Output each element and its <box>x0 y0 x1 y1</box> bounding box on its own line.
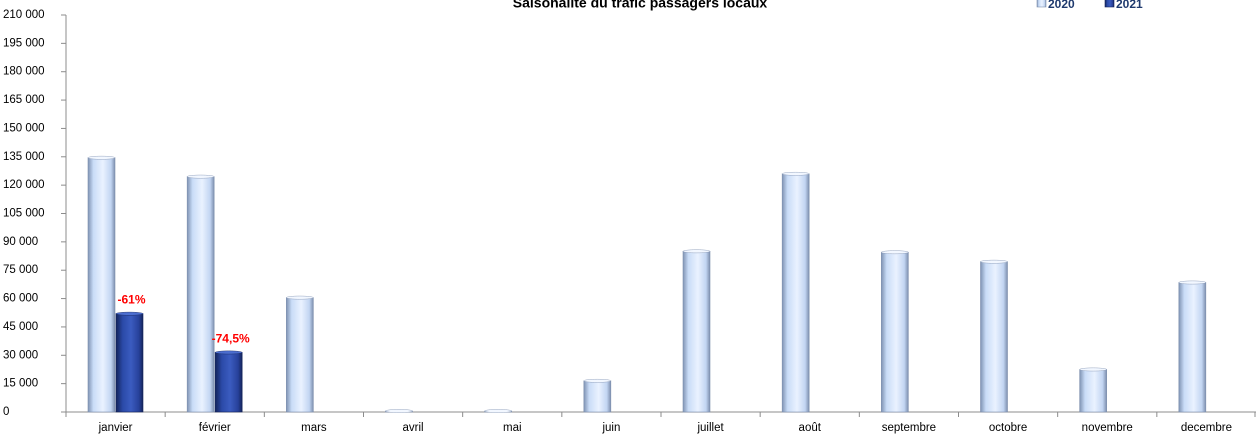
bar-top-2020-juin <box>583 379 612 383</box>
y-tick-label: 90 000 <box>3 236 38 248</box>
x-tick-label: mai <box>503 422 522 434</box>
bar-top-2020-mars <box>286 295 314 300</box>
x-tick-label: juillet <box>696 422 724 434</box>
y-tick-label: 75 000 <box>3 264 38 276</box>
y-tick-label: 135 000 <box>3 151 45 163</box>
y-tick-label: 120 000 <box>3 179 45 191</box>
legend-swatch-2020 <box>1036 0 1047 8</box>
legend-swatch-2021 <box>1104 0 1115 8</box>
x-tick-label: janvier <box>98 422 133 434</box>
annotation-label: -61% <box>117 293 145 307</box>
bar-2020-août <box>781 173 810 413</box>
y-tick-label: 0 <box>3 406 9 418</box>
bars <box>87 155 1207 413</box>
bar-top-2020-octobre <box>980 259 1008 264</box>
bar-2020-janvier <box>87 157 116 413</box>
bar-2020-decembre <box>1178 282 1207 413</box>
y-tick-label: 60 000 <box>3 293 38 305</box>
bar-2021-janvier <box>115 313 144 413</box>
bar-2020-novembre <box>1079 369 1107 413</box>
x-tick-label: octobre <box>989 422 1027 434</box>
y-tick-label: 45 000 <box>3 321 38 333</box>
y-tick-label: 15 000 <box>3 378 38 390</box>
bar-top-2021-février <box>214 350 243 355</box>
bar-top-2020-avril <box>385 409 413 413</box>
legend-label-2020: 2020 <box>1048 0 1075 11</box>
bar-top-2020-mai <box>484 409 512 413</box>
y-axis: 0 15 000 30 000 45 000 60 000 75 000 90 000 105… <box>3 9 67 418</box>
x-tick-label: septembre <box>882 422 936 434</box>
y-tick-label: 105 000 <box>3 208 45 220</box>
bar-2020-juillet <box>682 251 711 413</box>
chart-title: Saisonalité du trafic passagers locaux <box>513 0 768 11</box>
legend-label-2021: 2021 <box>1116 0 1143 11</box>
bar-top-2020-decembre <box>1178 280 1207 285</box>
bar-2020-octobre <box>980 261 1008 413</box>
y-tick-label: 210 000 <box>3 9 45 21</box>
x-tick-label: juin <box>601 422 620 434</box>
bar-top-2020-novembre <box>1079 367 1107 372</box>
y-tick-label: 180 000 <box>3 66 45 78</box>
y-tick-label: 150 000 <box>3 122 45 134</box>
y-tick-label: 165 000 <box>3 94 45 106</box>
bar-2020-juin <box>583 380 612 413</box>
bar-top-2020-septembre <box>881 250 909 255</box>
annotations: -61% -74,5% <box>117 293 250 346</box>
x-tick-label: decembre <box>1181 422 1232 434</box>
bar-2020-septembre <box>881 251 909 413</box>
annotation-label: -74,5% <box>212 331 250 345</box>
x-tick-label: avril <box>403 422 424 434</box>
bar-top-2020-janvier <box>87 155 116 160</box>
x-tick-label: février <box>199 422 231 434</box>
bar-top-2020-juillet <box>682 249 711 254</box>
x-tick-label: novembre <box>1082 422 1133 434</box>
legend: 2020 2021 <box>1036 0 1143 11</box>
y-tick-label: 30 000 <box>3 349 38 361</box>
bar-top-2020-février <box>186 174 215 179</box>
x-axis: janvier février mars avril mai juin juillet aoû… <box>65 411 1256 434</box>
bar-2020-mars <box>286 297 314 413</box>
bar-2020-février <box>186 176 215 413</box>
x-tick-label: mars <box>301 422 327 434</box>
bar-top-2021-janvier <box>115 311 144 316</box>
bar-top-2020-août <box>781 171 810 176</box>
bar-2021-février <box>214 352 243 413</box>
x-tick-label: août <box>799 422 822 434</box>
y-tick-label: 195 000 <box>3 37 45 49</box>
